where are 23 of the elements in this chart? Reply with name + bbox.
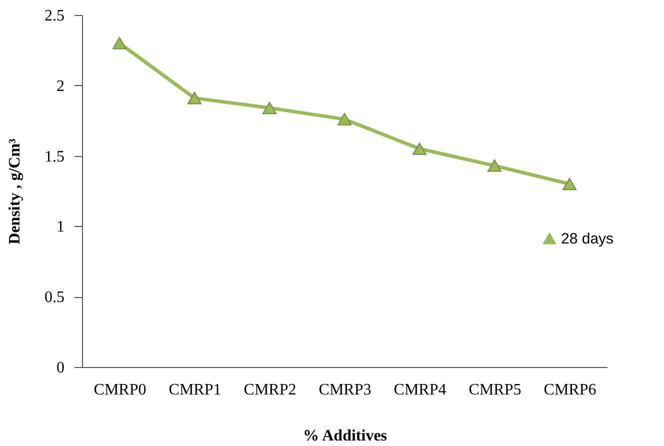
point (262, 102, 277, 114)
x-tick-label: CMRP4 (394, 382, 446, 398)
x-tick-label: CMRP1 (168, 382, 222, 398)
legend-label: 28 days (561, 230, 614, 248)
y-axis-title: Density , g/Cm³ (6, 138, 24, 244)
x-tick-label: CMRP3 (318, 382, 372, 398)
point (112, 37, 127, 50)
point (187, 92, 202, 104)
y-tick-label: 2 (56, 78, 64, 95)
x-axis-title: % Additives (302, 428, 388, 444)
point (487, 160, 502, 172)
point (337, 113, 352, 126)
y-tick-label: 0.5 (44, 289, 64, 306)
y-tick-label: 0 (56, 360, 64, 376)
x-tick-label: CMRP2 (244, 382, 296, 398)
point (412, 142, 427, 155)
x-tick-label: CMRP6 (544, 382, 596, 398)
y-tick-label: 1 (56, 218, 64, 236)
x-tick-label: CMRP5 (468, 382, 522, 398)
y-tick-label: 2.5 (44, 8, 64, 24)
point (562, 178, 577, 190)
y-tick-label: 1.5 (44, 148, 64, 166)
x-tick-label: CMRP0 (94, 382, 146, 398)
